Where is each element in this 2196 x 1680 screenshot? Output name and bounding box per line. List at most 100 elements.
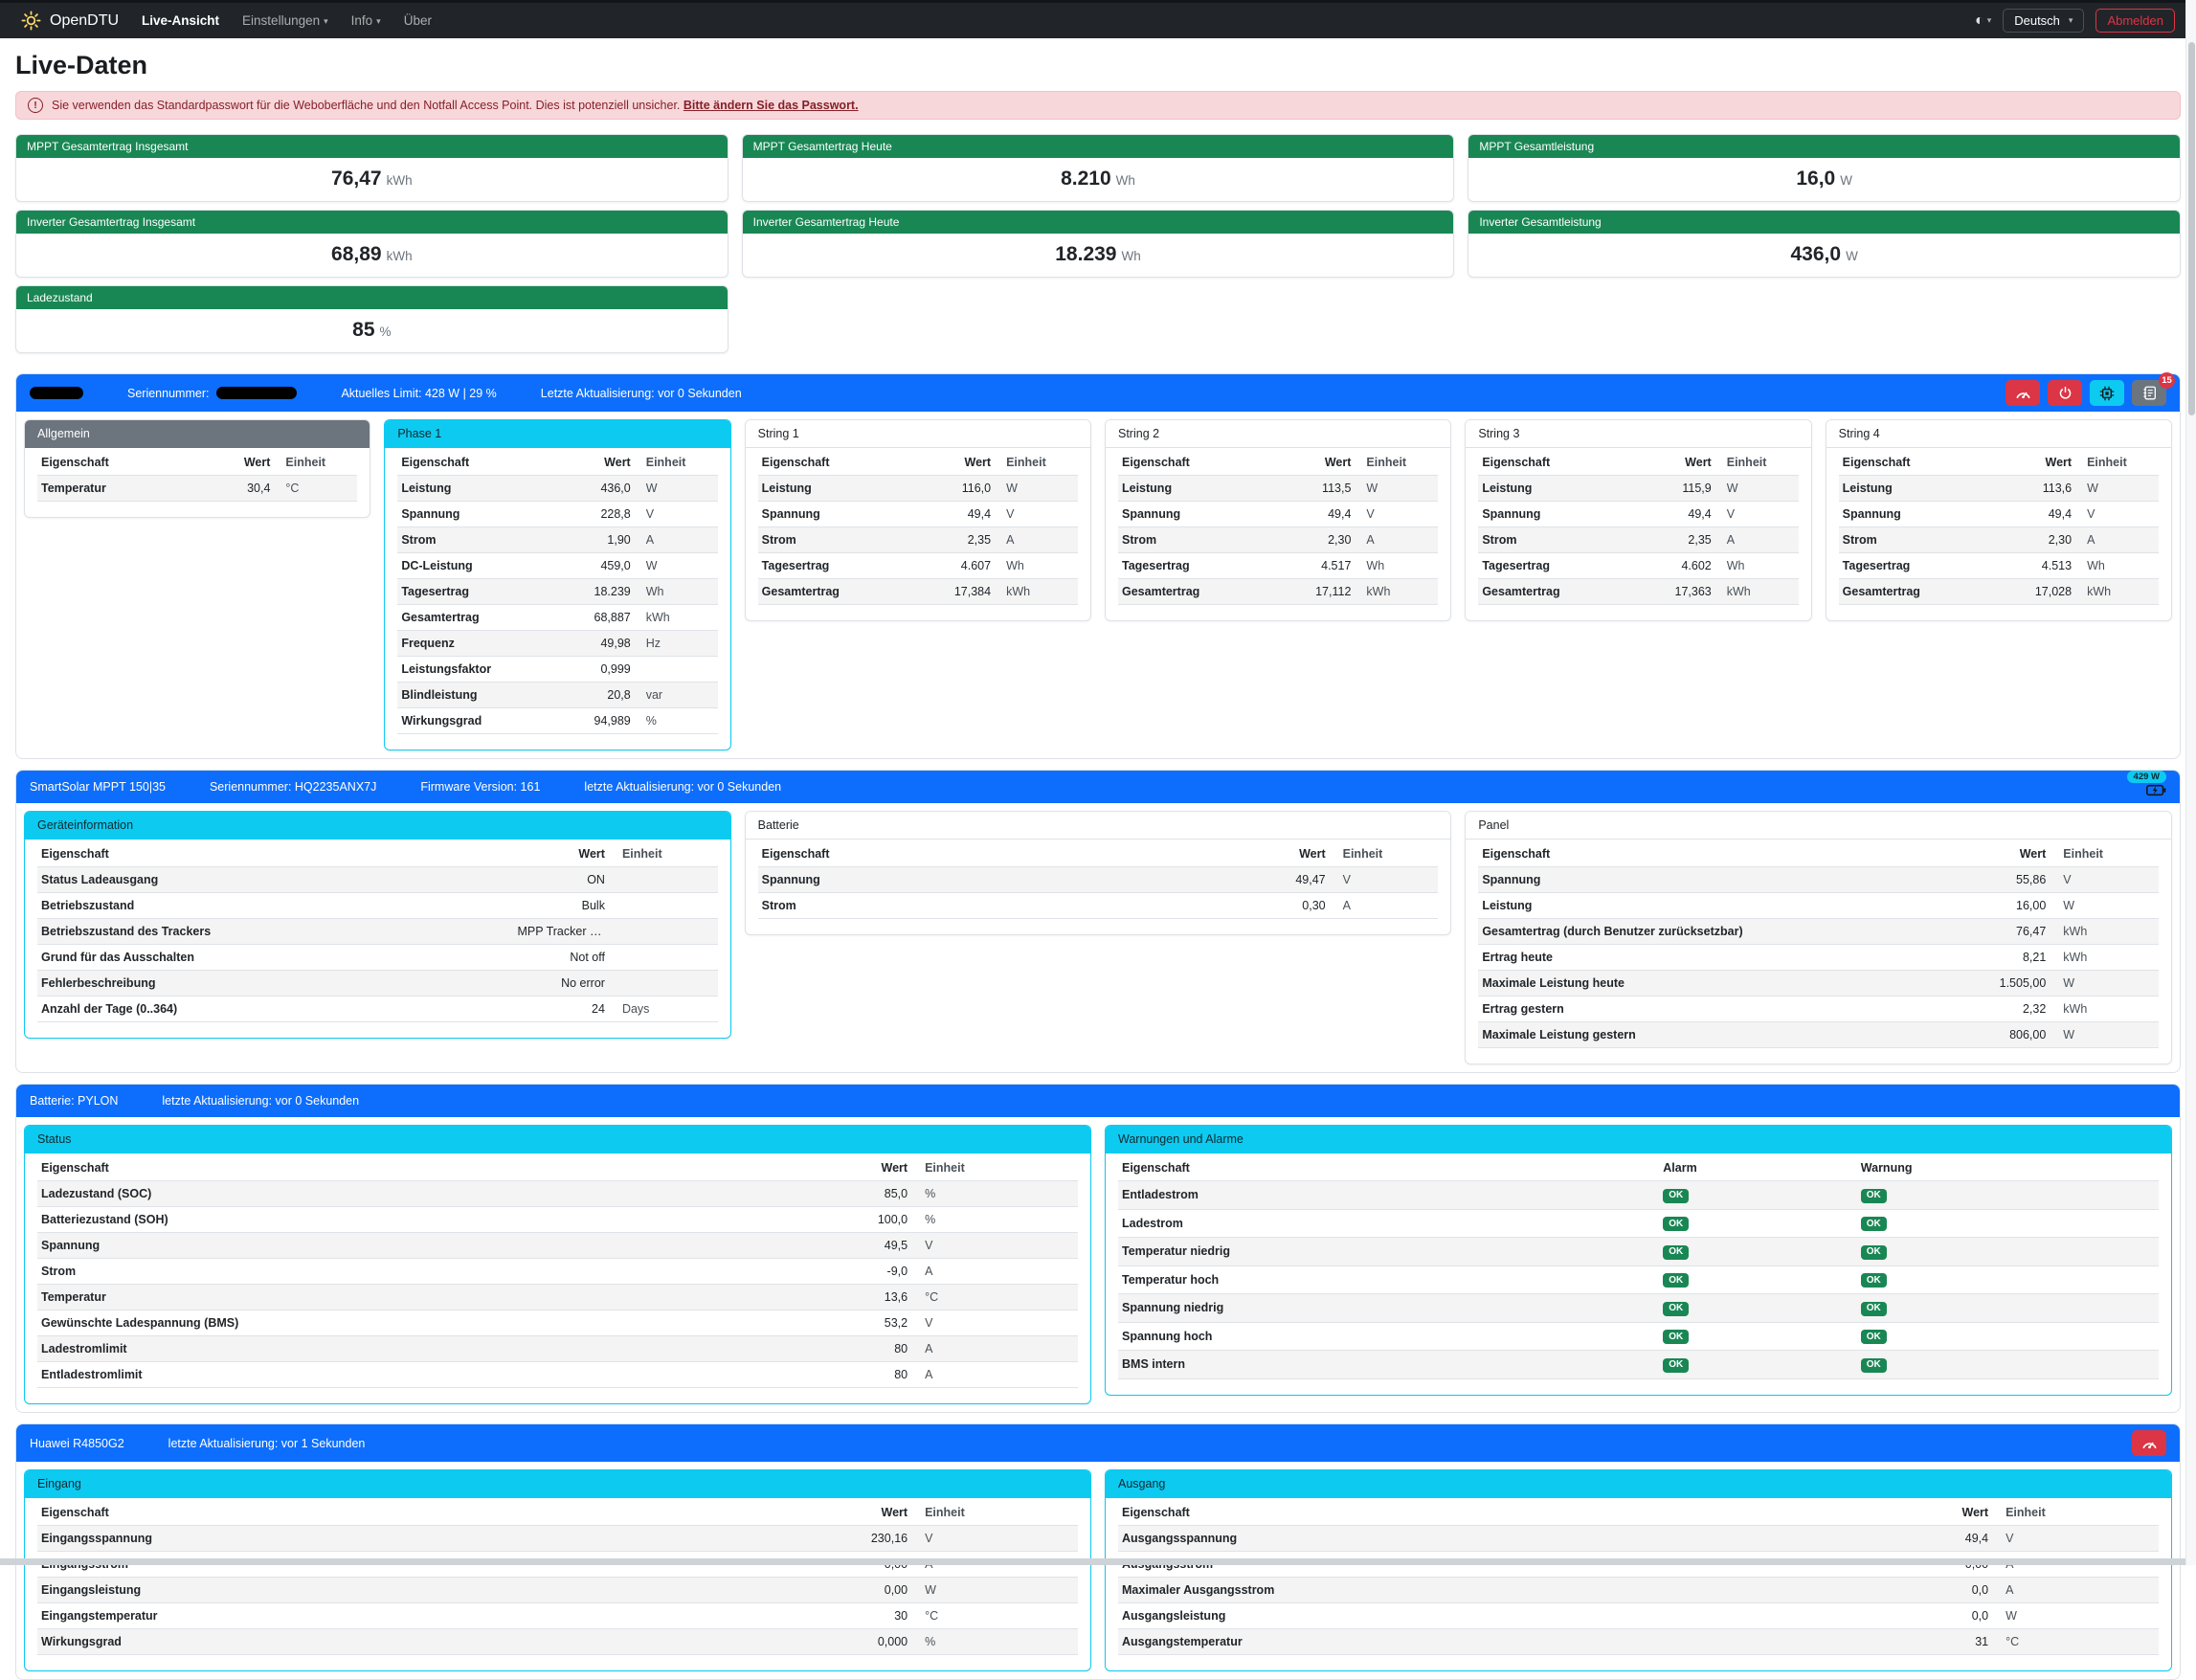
- column-header: Wert: [1954, 841, 2050, 867]
- table-row: Maximaler Ausgangsstrom 0,0 A: [1118, 1577, 2159, 1603]
- table-row: Ausgangstemperatur 31 °C: [1118, 1628, 2159, 1655]
- column-header: Wert: [1297, 450, 1356, 476]
- column-header: Einheit: [911, 1500, 1078, 1526]
- card-ausgang: Ausgang Eigenschaft Wert Einheit Ausgangssp…: [1105, 1469, 2172, 1671]
- column-header: Einheit: [1355, 450, 1439, 476]
- property-label: Batteriezustand (SOH): [37, 1206, 766, 1233]
- table-row: Spannung 49,4 V: [757, 501, 1078, 527]
- table-row: Fehlerbeschreibung No error: [37, 970, 718, 997]
- table-row: Batteriezustand (SOH) 100,0%: [37, 1206, 1078, 1233]
- language-selected-label: Deutsch: [2014, 13, 2060, 28]
- property-alarm: OK: [1659, 1180, 1857, 1210]
- language-select[interactable]: Deutsch ▾: [2003, 9, 2085, 33]
- card-geraeteinformation: Geräteinformation Eigenschaft Wert Einheit…: [24, 811, 731, 1039]
- table-row: Leistungsfaktor 0,999: [397, 656, 718, 683]
- scrollbar-thumb[interactable]: [2188, 42, 2195, 415]
- brand-label: OpenDTU: [50, 11, 120, 29]
- mppt-title: SmartSolar MPPT 150|35: [30, 780, 166, 794]
- status-ok-badge: OK: [1860, 1188, 1887, 1203]
- power-button[interactable]: [2048, 380, 2082, 406]
- property-label: Spannung hoch: [1118, 1322, 1660, 1351]
- table-row: Tagesertrag 4.602 Wh: [1478, 552, 1799, 579]
- table-row: Strom 2,35 A: [757, 526, 1078, 553]
- psu-limit-button[interactable]: [2132, 1430, 2166, 1456]
- status-ok-badge: OK: [1663, 1357, 1690, 1373]
- brand[interactable]: OpenDTU: [21, 11, 119, 31]
- property-unit: [608, 892, 718, 919]
- table-row: Gesamtertrag 17,363 kWh: [1478, 578, 1799, 605]
- mppt-power-badge: 429 W: [2126, 770, 2166, 783]
- property-unit: V: [634, 501, 718, 527]
- mppt-section-header: SmartSolar MPPT 150|35 Seriennummer: HQ2…: [16, 770, 2180, 803]
- property-label: Entladestrom: [1118, 1180, 1660, 1210]
- card-warnungen-alarme: Warnungen und Alarme Eigenschaft Alarm War…: [1105, 1125, 2172, 1396]
- device-info-button[interactable]: [2090, 380, 2124, 406]
- property-label: Tagesertrag: [397, 578, 577, 605]
- property-val: 24: [513, 996, 609, 1022]
- property-unit: Wh: [634, 578, 718, 605]
- serial-redacted: [216, 387, 298, 399]
- scrollbar[interactable]: [2185, 0, 2196, 1565]
- table-row: Leistung 116,0 W: [757, 475, 1078, 502]
- property-label: Betriebszustand des Trackers: [37, 918, 514, 945]
- cpu-chip-icon: [2099, 386, 2115, 401]
- column-header: Wert: [1846, 1500, 1993, 1526]
- property-unit: W: [2050, 1021, 2159, 1048]
- property-unit: A: [1714, 526, 1799, 553]
- column-header: Einheit: [995, 450, 1078, 476]
- column-header: Einheit: [1992, 1500, 2159, 1526]
- property-unit: A: [634, 526, 718, 553]
- property-label: Leistung: [1118, 475, 1298, 502]
- card-title: Phase 1: [385, 420, 730, 448]
- status-ok-badge: OK: [1663, 1188, 1690, 1203]
- logout-button[interactable]: Abmelden: [2095, 9, 2175, 33]
- status-ok-badge: OK: [1663, 1301, 1690, 1316]
- column-header: Wert: [576, 450, 635, 476]
- theme-toggle-button[interactable]: ◐ ▾: [1975, 12, 1991, 30]
- column-header: Eigenschaft: [37, 1500, 766, 1526]
- nav-item-einstellungen[interactable]: Einstellungen ▾: [242, 13, 328, 28]
- property-label: Fehlerbeschreibung: [37, 970, 514, 997]
- property-unit: [608, 944, 718, 971]
- nav-item-live-ansicht[interactable]: Live-Ansicht: [142, 13, 220, 28]
- column-header: Wert: [765, 1500, 912, 1526]
- nav-item--ber[interactable]: Über: [403, 13, 432, 28]
- table-row: Entladestrom OK OK: [1118, 1180, 2159, 1210]
- property-val: 4.607: [936, 552, 996, 579]
- inverter-serial: Seriennummer:: [127, 387, 298, 400]
- event-log-button[interactable]: 15: [2132, 372, 2175, 406]
- column-header: Eigenschaft: [1478, 450, 1658, 476]
- column-header: Wert: [2017, 450, 2076, 476]
- property-unit: %: [911, 1628, 1078, 1655]
- property-val: 4.517: [1297, 552, 1356, 579]
- chevron-down-icon: ▾: [324, 16, 328, 26]
- status-ok-badge: OK: [1860, 1217, 1887, 1231]
- property-val: 115,9: [1657, 475, 1715, 502]
- property-unit: Wh: [1714, 552, 1799, 579]
- summary-card-title: MPPT Gesamtertrag Heute: [742, 135, 1454, 158]
- table-row: Gewünschte Ladespannung (BMS) 53,2 V: [37, 1310, 1078, 1336]
- nav-item-info[interactable]: Info ▾: [350, 13, 381, 28]
- property-val: 228,8: [576, 501, 635, 527]
- table-row: Strom 0,30 A: [757, 892, 1439, 919]
- property-label: Ertrag heute: [1478, 944, 1955, 971]
- ausgang-table: Eigenschaft Wert Einheit Ausgangsspannung 49…: [1118, 1500, 2159, 1655]
- status-ok-badge: OK: [1860, 1357, 1887, 1373]
- mppt-section: SmartSolar MPPT 150|35 Seriennummer: HQ2…: [15, 770, 2181, 1073]
- change-password-link[interactable]: Bitte ändern Sie das Passwort.: [683, 99, 859, 112]
- limit-settings-button[interactable]: [2006, 380, 2040, 406]
- property-warn: OK: [1856, 1180, 2159, 1210]
- speedometer-icon: [2015, 387, 2031, 399]
- property-val: 116,0: [936, 475, 996, 502]
- card-batterie: Batterie Eigenschaft Wert Einheit Spannung 4…: [744, 811, 1452, 935]
- card-title: Eingang: [25, 1470, 1090, 1498]
- card-allgemein: Allgemein Eigenschaft Wert Einheit Temperat…: [24, 419, 371, 518]
- card-title: Status: [25, 1126, 1090, 1154]
- string-2-table: Eigenschaft Wert Einheit Leistung 113,5 W Span…: [1118, 450, 1439, 605]
- property-unit: W: [1355, 475, 1439, 502]
- property-unit: W: [1714, 475, 1799, 502]
- property-unit: Wh: [2075, 552, 2159, 579]
- journal-icon: [2142, 386, 2157, 400]
- property-unit: kWh: [1355, 578, 1439, 605]
- column-header: Wert: [1234, 841, 1330, 867]
